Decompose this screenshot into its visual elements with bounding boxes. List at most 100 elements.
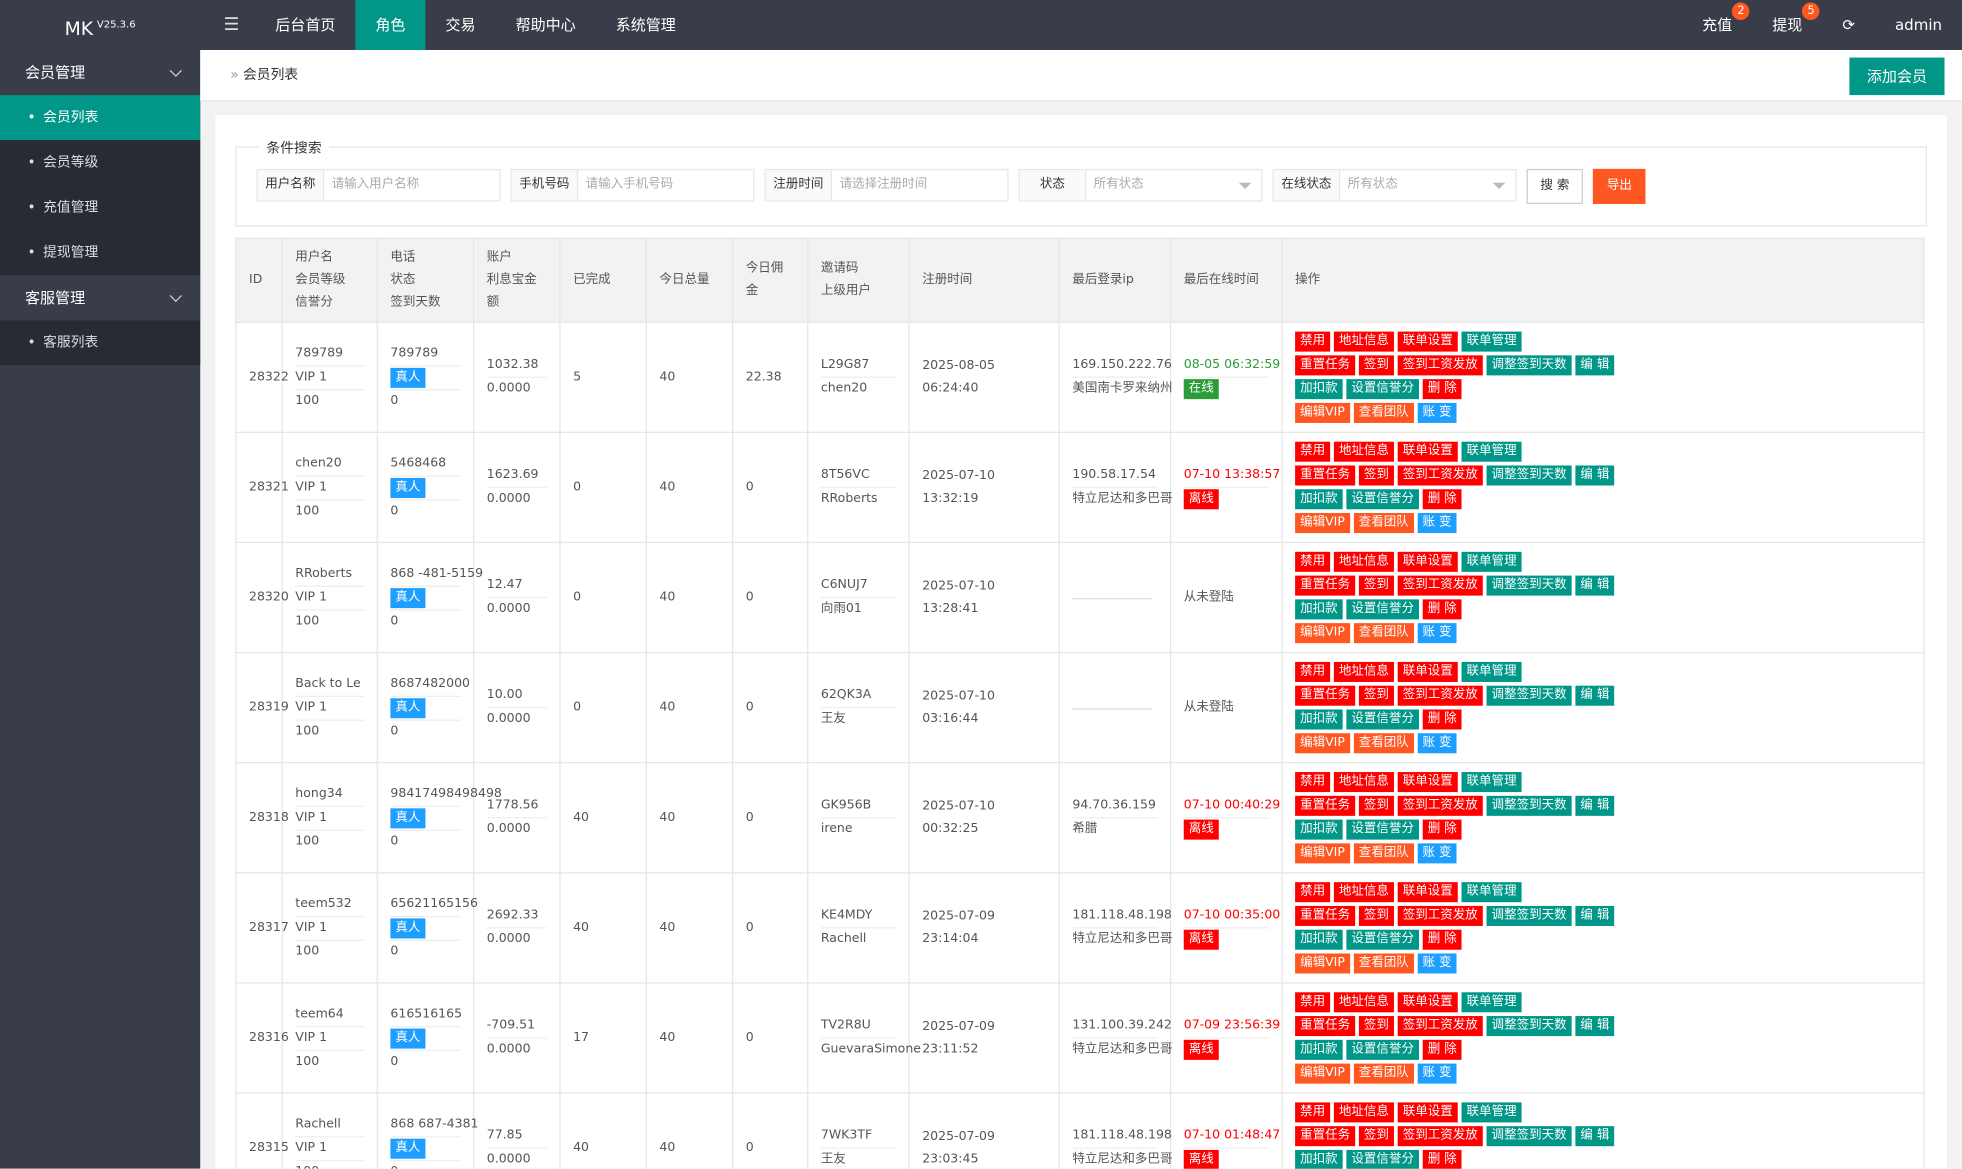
action-button[interactable]: 编 辑 [1575, 1125, 1615, 1146]
action-button[interactable]: 调整签到天数 [1486, 1015, 1572, 1036]
action-button[interactable]: 签到 [1358, 464, 1394, 485]
action-button[interactable]: 编辑VIP [1295, 622, 1350, 643]
action-button[interactable]: 设置信誉分 [1346, 598, 1419, 619]
action-button[interactable]: 签到 [1358, 1015, 1394, 1036]
action-button[interactable]: 调整签到天数 [1486, 464, 1572, 485]
action-button[interactable]: 联单管理 [1461, 551, 1522, 572]
export-button[interactable]: 导出 [1593, 168, 1646, 204]
action-button[interactable]: 联单设置 [1397, 330, 1458, 351]
action-button[interactable]: 编 辑 [1575, 795, 1615, 816]
action-button[interactable]: 编 辑 [1575, 685, 1615, 706]
action-button[interactable]: 重置任务 [1295, 905, 1356, 926]
nav-item[interactable]: 系统管理 [615, 16, 676, 34]
action-button[interactable]: 删 除 [1422, 818, 1462, 839]
action-button[interactable]: 加扣款 [1295, 929, 1343, 950]
action-button[interactable]: 重置任务 [1295, 685, 1356, 706]
sidebar-item[interactable]: 客服列表 [0, 320, 201, 366]
action-button[interactable]: 删 除 [1422, 1149, 1462, 1169]
action-button[interactable]: 签到 [1358, 905, 1394, 926]
sidebar-item[interactable]: 会员列表 [0, 95, 201, 141]
sidebar-item[interactable]: 会员等级 [0, 140, 201, 186]
action-button[interactable]: 地址信息 [1333, 330, 1394, 351]
nav-item[interactable]: 帮助中心 [515, 16, 576, 34]
action-button[interactable]: 加扣款 [1295, 708, 1343, 729]
action-button[interactable]: 联单管理 [1461, 330, 1522, 351]
action-button[interactable]: 重置任务 [1295, 464, 1356, 485]
action-button[interactable]: 查看团队 [1353, 622, 1414, 643]
action-button[interactable]: 禁用 [1295, 330, 1331, 351]
action-button[interactable]: 禁用 [1295, 661, 1331, 682]
action-button[interactable]: 联单管理 [1461, 881, 1522, 902]
add-member-button[interactable]: 添加会员 [1849, 57, 1945, 96]
action-button[interactable]: 重置任务 [1295, 795, 1356, 816]
menu-toggle[interactable]: ☰ [223, 15, 240, 36]
action-button[interactable]: 签到工资发放 [1397, 1015, 1483, 1036]
action-button[interactable]: 账 变 [1417, 952, 1457, 973]
action-button[interactable]: 加扣款 [1295, 598, 1343, 619]
action-button[interactable]: 签到 [1358, 574, 1394, 595]
action-button[interactable]: 签到工资发放 [1397, 1125, 1483, 1146]
action-button[interactable]: 编 辑 [1575, 354, 1615, 375]
action-button[interactable]: 账 变 [1417, 732, 1457, 753]
action-button[interactable]: 账 变 [1417, 512, 1457, 533]
action-button[interactable]: 地址信息 [1333, 991, 1394, 1012]
action-button[interactable]: 签到工资发放 [1397, 905, 1483, 926]
sidebar-group[interactable]: 会员管理 [0, 50, 201, 96]
action-button[interactable]: 调整签到天数 [1486, 354, 1572, 375]
action-button[interactable]: 联单设置 [1397, 991, 1458, 1012]
action-button[interactable]: 签到 [1358, 1125, 1394, 1146]
action-button[interactable]: 地址信息 [1333, 661, 1394, 682]
action-button[interactable]: 禁用 [1295, 881, 1331, 902]
user-menu[interactable]: admin [1875, 0, 1962, 50]
action-button[interactable]: 调整签到天数 [1486, 905, 1572, 926]
action-button[interactable]: 地址信息 [1333, 441, 1394, 462]
field-input[interactable]: 所有状态 [1086, 170, 1261, 200]
action-button[interactable]: 加扣款 [1295, 378, 1343, 399]
action-button[interactable]: 联单管理 [1461, 991, 1522, 1012]
nav-item[interactable]: 后台首页 [275, 16, 336, 34]
action-button[interactable]: 禁用 [1295, 991, 1331, 1012]
action-button[interactable]: 重置任务 [1295, 354, 1356, 375]
action-button[interactable]: 删 除 [1422, 598, 1462, 619]
action-button[interactable]: 账 变 [1417, 842, 1457, 863]
action-button[interactable]: 查看团队 [1353, 1062, 1414, 1084]
action-button[interactable]: 签到工资发放 [1397, 685, 1483, 706]
action-button[interactable]: 地址信息 [1333, 1101, 1394, 1122]
action-button[interactable]: 联单设置 [1397, 771, 1458, 792]
action-button[interactable]: 删 除 [1422, 1039, 1462, 1060]
action-button[interactable]: 重置任务 [1295, 1125, 1356, 1146]
action-button[interactable]: 编 辑 [1575, 905, 1615, 926]
action-button[interactable]: 签到工资发放 [1397, 574, 1483, 595]
field-input[interactable]: 请选择注册时间 [839, 177, 928, 192]
action-button[interactable]: 调整签到天数 [1486, 795, 1572, 816]
action-button[interactable]: 签到 [1358, 795, 1394, 816]
action-button[interactable]: 查看团队 [1353, 732, 1414, 753]
action-button[interactable]: 查看团队 [1353, 512, 1414, 533]
search-button[interactable]: 搜 索 [1526, 168, 1584, 204]
nav-link[interactable]: 充值 2 [1682, 0, 1752, 50]
action-button[interactable]: 联单管理 [1461, 771, 1522, 792]
action-button[interactable]: 设置信誉分 [1346, 708, 1419, 729]
action-button[interactable]: 调整签到天数 [1486, 685, 1572, 706]
action-button[interactable]: 联单设置 [1397, 551, 1458, 572]
action-button[interactable]: 编辑VIP [1295, 512, 1350, 533]
action-button[interactable]: 联单设置 [1397, 1101, 1458, 1122]
refresh-icon[interactable]: ⟳ [1842, 16, 1855, 34]
action-button[interactable]: 联单设置 [1397, 441, 1458, 462]
action-button[interactable]: 查看团队 [1353, 402, 1414, 423]
action-button[interactable]: 设置信誉分 [1346, 1149, 1419, 1169]
action-button[interactable]: 重置任务 [1295, 1015, 1356, 1036]
action-button[interactable]: 签到 [1358, 685, 1394, 706]
action-button[interactable]: 联单管理 [1461, 1101, 1522, 1122]
action-button[interactable]: 禁用 [1295, 1101, 1331, 1122]
action-button[interactable]: 编 辑 [1575, 464, 1615, 485]
action-button[interactable]: 删 除 [1422, 378, 1462, 399]
action-button[interactable]: 禁用 [1295, 441, 1331, 462]
action-button[interactable]: 编辑VIP [1295, 952, 1350, 973]
action-button[interactable]: 账 变 [1417, 622, 1457, 643]
action-button[interactable]: 签到工资发放 [1397, 464, 1483, 485]
action-button[interactable]: 联单管理 [1461, 441, 1522, 462]
action-button[interactable]: 编辑VIP [1295, 732, 1350, 753]
action-button[interactable]: 设置信誉分 [1346, 488, 1419, 509]
action-button[interactable]: 查看团队 [1353, 842, 1414, 863]
